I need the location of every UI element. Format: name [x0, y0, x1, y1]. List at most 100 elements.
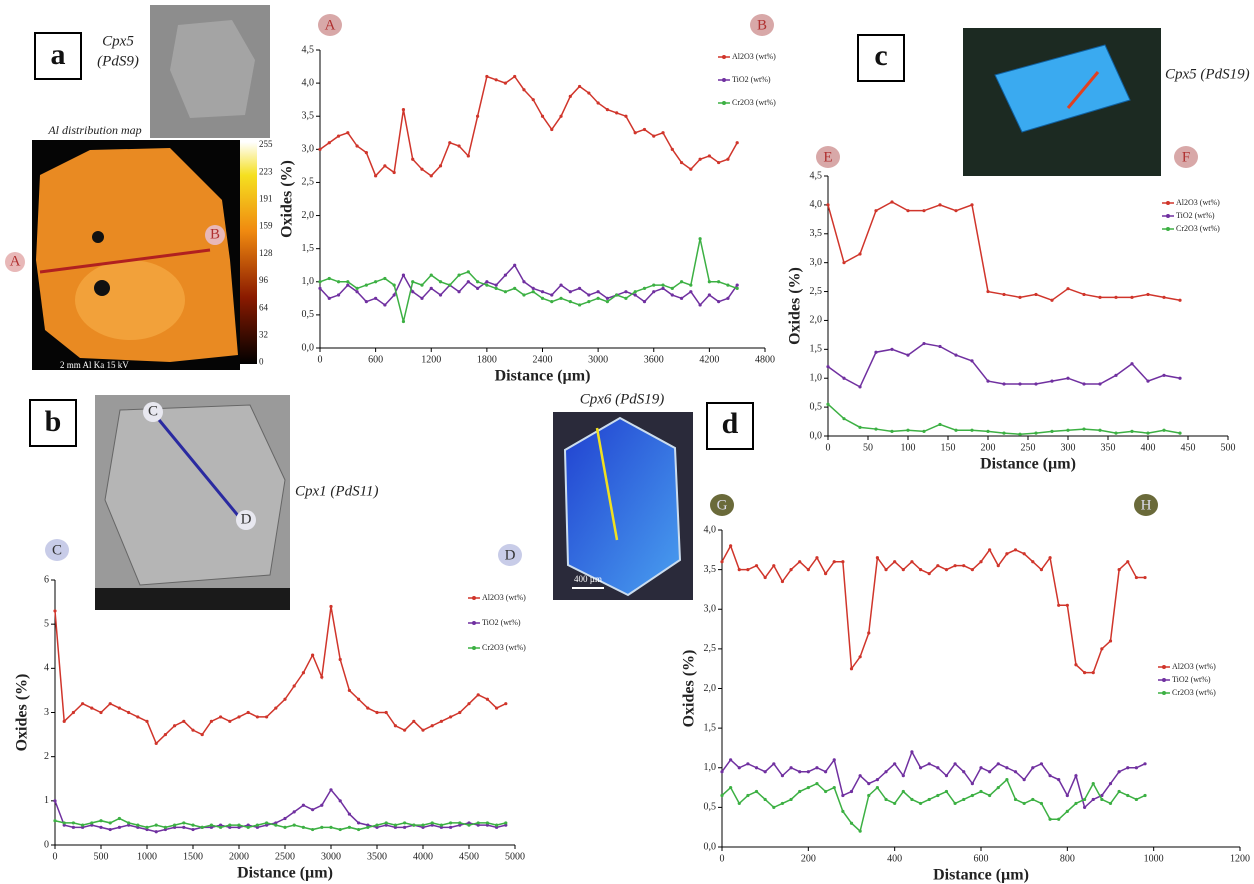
- data-point: [1083, 805, 1087, 809]
- data-point: [311, 653, 315, 657]
- x-tick-label: 0: [826, 442, 831, 453]
- data-point: [1143, 793, 1147, 798]
- data-point: [429, 174, 433, 178]
- data-point: [346, 283, 350, 287]
- data-point: [191, 728, 195, 732]
- y-tick-label: 2,5: [302, 177, 315, 188]
- data-point: [364, 151, 368, 155]
- y-tick-label: 2: [44, 751, 49, 762]
- data-point: [522, 88, 526, 92]
- y-tick-label: 1,5: [302, 243, 315, 254]
- data-point: [485, 821, 489, 825]
- y-tick-label: 4,5: [302, 44, 315, 55]
- data-point: [495, 825, 499, 829]
- data-point: [504, 821, 508, 825]
- data-point: [458, 823, 462, 827]
- data-point: [986, 429, 990, 433]
- legend-marker: [472, 646, 476, 650]
- data-point: [327, 141, 331, 145]
- data-point: [726, 296, 730, 300]
- badge: [205, 225, 225, 245]
- y-tick-label: 3,5: [704, 564, 717, 575]
- data-point: [970, 782, 974, 786]
- data-point: [670, 147, 674, 151]
- data-point: [182, 825, 186, 829]
- data-point: [457, 290, 461, 294]
- data-point: [927, 797, 931, 802]
- data-point: [366, 825, 370, 829]
- data-point: [1091, 671, 1095, 675]
- data-point: [906, 353, 910, 357]
- data-point: [411, 157, 415, 161]
- badge: [750, 14, 774, 36]
- data-point: [826, 203, 830, 207]
- data-point: [320, 825, 324, 829]
- data-point: [53, 819, 57, 823]
- legend-label: Cr2O3 (wt%): [1172, 688, 1216, 697]
- colorbar-label: 32: [259, 329, 268, 339]
- data-point: [1100, 793, 1104, 798]
- data-point: [127, 710, 131, 715]
- data-point: [357, 821, 361, 825]
- data-point: [849, 667, 854, 671]
- data-point: [735, 286, 739, 290]
- y-tick-label: 4,0: [810, 199, 823, 210]
- data-point: [979, 766, 983, 770]
- panel-box: [34, 32, 82, 80]
- data-point: [173, 823, 177, 827]
- data-point: [910, 797, 914, 802]
- data-point: [274, 706, 278, 710]
- badge-label: F: [1182, 149, 1190, 165]
- series-line: [319, 75, 738, 178]
- badge: [1174, 146, 1198, 168]
- data-point: [476, 821, 480, 825]
- data-point: [401, 319, 406, 324]
- data-point: [338, 827, 342, 832]
- data-point: [292, 684, 296, 688]
- data-point: [1048, 817, 1052, 821]
- data-point: [364, 283, 368, 287]
- data-point: [1002, 382, 1006, 386]
- data-point: [849, 789, 854, 794]
- data-point: [320, 675, 324, 679]
- legend-marker: [1162, 678, 1166, 682]
- data-point: [559, 296, 563, 300]
- data-point: [384, 823, 388, 827]
- data-point: [938, 344, 942, 349]
- data-point: [1146, 431, 1150, 435]
- data-point: [403, 825, 407, 829]
- data-point: [485, 283, 489, 287]
- data-point: [633, 293, 637, 297]
- legend-marker: [722, 101, 726, 105]
- data-point: [393, 724, 397, 728]
- x-tick-label: 400: [1141, 442, 1156, 453]
- data-point: [841, 793, 845, 798]
- data-point: [439, 823, 443, 827]
- data-point: [1074, 801, 1078, 806]
- data-point: [633, 131, 637, 135]
- y-tick-label: 0,0: [704, 841, 717, 852]
- data-point: [438, 280, 443, 284]
- data-point: [449, 715, 453, 719]
- data-point: [605, 300, 609, 304]
- data-point: [806, 785, 810, 790]
- data-point: [832, 785, 836, 790]
- data-point: [1083, 671, 1087, 675]
- data-point: [90, 821, 94, 825]
- legend-label: Cr2O3 (wt%): [1176, 224, 1220, 233]
- data-point: [874, 427, 878, 431]
- data-point: [421, 825, 425, 829]
- data-point: [429, 273, 433, 277]
- data-point: [596, 296, 600, 300]
- data-point: [457, 273, 461, 277]
- data-point: [798, 560, 802, 564]
- data-point: [587, 293, 591, 297]
- sample-label: (PdS9): [97, 53, 139, 69]
- data-point: [772, 564, 776, 568]
- data-point: [970, 428, 974, 432]
- data-point: [71, 710, 75, 715]
- legend-label: Al2O3 (wt%): [1172, 662, 1216, 671]
- data-point: [568, 300, 572, 304]
- data-point: [145, 827, 149, 832]
- x-tick-label: 1800: [477, 354, 497, 365]
